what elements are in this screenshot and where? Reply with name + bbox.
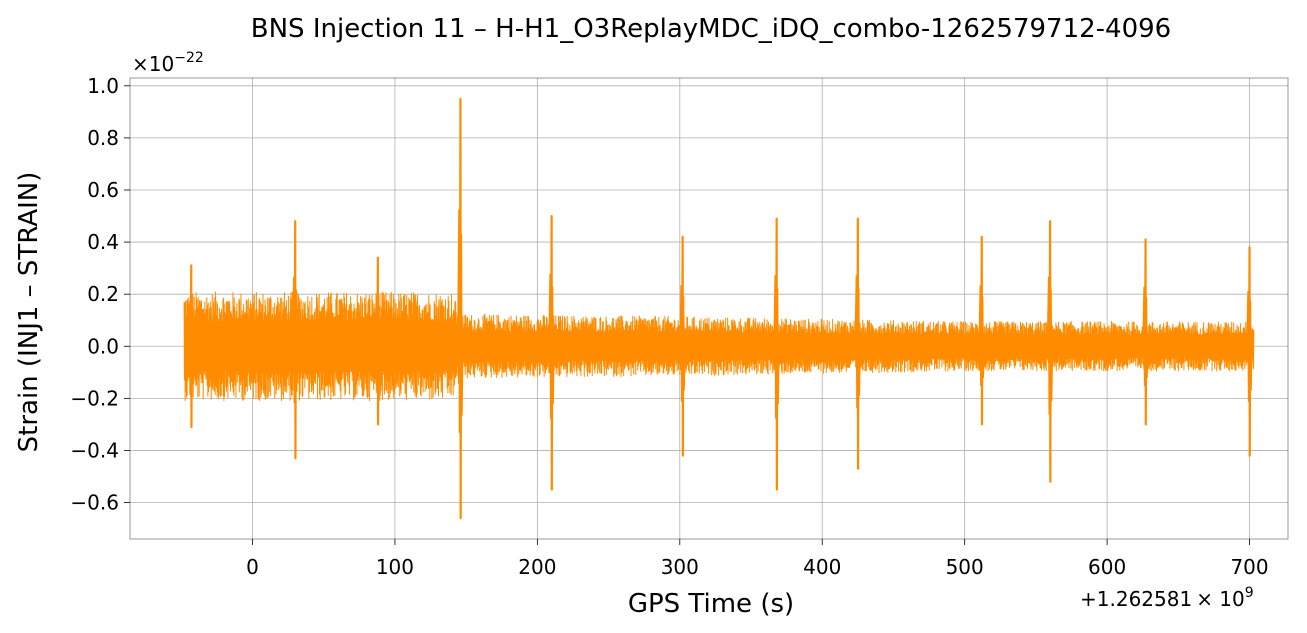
series-strain-noise [183, 291, 1255, 402]
x-tick-label: 700 [1230, 555, 1268, 579]
y-tick-label: 0.8 [87, 126, 119, 150]
grid-lines [130, 78, 1288, 539]
y-axis-label: Strain (INJ1 – STRAIN) [14, 172, 44, 453]
y-scale-label: ×10−22 [132, 50, 204, 76]
glitch-spike [854, 217, 861, 470]
y-tick-label: −0.6 [70, 491, 119, 515]
x-axis-label: GPS Time (s) [628, 589, 794, 619]
glitch-spike [457, 97, 464, 520]
y-scale-exponent: −22 [174, 50, 204, 66]
glitch-spike [679, 235, 686, 457]
glitch-spike [1246, 246, 1253, 457]
x-offset-exponent: 9 [1245, 585, 1254, 601]
x-tick-label: 0 [246, 555, 259, 579]
x-tick-label: 200 [518, 555, 556, 579]
data-layer [183, 97, 1255, 520]
glitch-spike [374, 256, 381, 426]
x-tick-label: 300 [661, 555, 699, 579]
spike-layer [187, 97, 1253, 520]
axes-frame [129, 77, 1289, 540]
y-tick-label: 0.2 [87, 282, 119, 306]
glitch-spike [773, 217, 780, 491]
chart-title: BNS Injection 11 – H-H1_O3ReplayMDC_iDQ_… [251, 14, 1171, 44]
glitch-spike [548, 214, 555, 491]
x-tick-label: 500 [946, 555, 984, 579]
y-tick-label: 0.0 [87, 334, 119, 358]
x-tick-label: 100 [376, 555, 414, 579]
x-tick-label: 600 [1088, 555, 1126, 579]
y-tick-label: −0.4 [70, 438, 119, 462]
y-tick-label: 0.4 [87, 230, 119, 254]
y-tick-label: 0.6 [87, 178, 119, 202]
x-offset-label: +1.262581 × 109 [1080, 585, 1254, 611]
axis-ticks: 0 100 200 300 400 500 600 700 −0.6 −0.4 −0.2 0.0 0.2… [70, 74, 1268, 579]
y-tick-label: 1.0 [87, 74, 119, 98]
y-tick-label: −0.2 [70, 386, 119, 410]
glitch-spike [1046, 220, 1054, 483]
glitch-spike [187, 264, 195, 429]
glitch-spike [291, 220, 299, 460]
glitch-spike [1142, 238, 1149, 426]
x-tick-label: 400 [803, 555, 841, 579]
glitch-spike [978, 235, 985, 426]
